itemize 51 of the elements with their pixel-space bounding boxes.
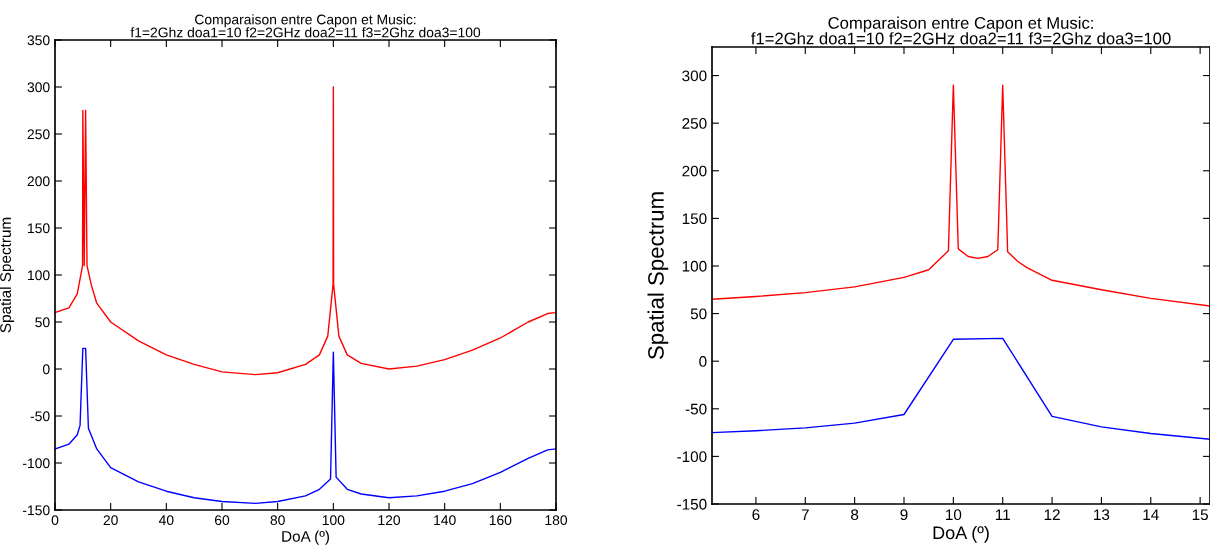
y-tick-label: -100 bbox=[677, 451, 707, 463]
y-axis-title: Spatial Spectrum bbox=[0, 217, 15, 333]
y-tick-label: 0 bbox=[42, 364, 50, 375]
chart-title: Comparaison entre Capon et Music: f1=2Ghz doa1=10 f2=2GHz doa2=11 f3=2Ghz doa3=100 bbox=[130, 14, 481, 38]
y-tick-label: -100 bbox=[22, 458, 50, 469]
x-tick-label: 6 bbox=[752, 509, 760, 521]
x-tick-label: 0 bbox=[51, 515, 59, 526]
y-tick-label: 50 bbox=[690, 308, 707, 320]
y-tick-label: -150 bbox=[22, 505, 50, 516]
x-axis-title: DoA (º) bbox=[282, 530, 329, 545]
x-tick-label: 14 bbox=[1143, 509, 1159, 520]
x-tick-label: 80 bbox=[270, 515, 285, 526]
y-tick-label: 100 bbox=[28, 270, 50, 281]
y-tick-label: 300 bbox=[682, 70, 707, 82]
y-tick-label: 0 bbox=[699, 356, 707, 367]
y-tick-label: 300 bbox=[27, 82, 50, 93]
y-tick-label: -50 bbox=[685, 403, 707, 415]
x-tick-label: 120 bbox=[378, 515, 401, 526]
y-tick-label: 250 bbox=[27, 129, 50, 140]
y-tick-label: 200 bbox=[682, 165, 707, 177]
line-series bbox=[55, 347, 556, 505]
x-tick-label: 8 bbox=[851, 509, 859, 521]
y-tick-label: 100 bbox=[682, 260, 707, 272]
x-tick-label: 20 bbox=[103, 515, 118, 526]
x-axis-title: DoA (º) bbox=[933, 525, 989, 543]
x-tick-label: 10 bbox=[946, 509, 962, 521]
x-tick-label: 13 bbox=[1094, 509, 1110, 521]
x-tick-label: 15 bbox=[1192, 509, 1208, 521]
line-series bbox=[712, 84, 1210, 307]
x-tick-label: 9 bbox=[900, 509, 908, 521]
y-axis-title: Spatial Spectrum bbox=[647, 192, 669, 360]
y-tick-label: 250 bbox=[682, 118, 707, 129]
y-tick-label: -150 bbox=[677, 498, 707, 510]
x-tick-label: 60 bbox=[214, 515, 230, 526]
x-tick-label: 140 bbox=[434, 515, 456, 526]
x-tick-label: 100 bbox=[322, 515, 345, 526]
chart-title: Comparaison entre Capon et Music: f1=2Ghz doa1=10 f2=2GHz doa2=11 f3=2Ghz doa3=100 bbox=[751, 16, 1171, 45]
line-series bbox=[55, 86, 556, 376]
y-tick-label: 150 bbox=[28, 223, 50, 234]
x-tick-label: 40 bbox=[158, 515, 174, 526]
y-tick-label: 200 bbox=[27, 176, 50, 187]
line-series bbox=[712, 337, 1210, 440]
x-tick-label: 12 bbox=[1044, 509, 1060, 520]
x-tick-label: 180 bbox=[545, 515, 568, 526]
y-tick-label: 150 bbox=[682, 213, 707, 225]
y-tick-label: 50 bbox=[35, 317, 50, 328]
y-tick-label: -50 bbox=[30, 411, 50, 422]
x-tick-label: 160 bbox=[489, 515, 512, 526]
y-tick-label: 350 bbox=[27, 35, 50, 46]
x-tick-label: 11 bbox=[995, 509, 1010, 520]
x-tick-label: 7 bbox=[801, 509, 809, 520]
